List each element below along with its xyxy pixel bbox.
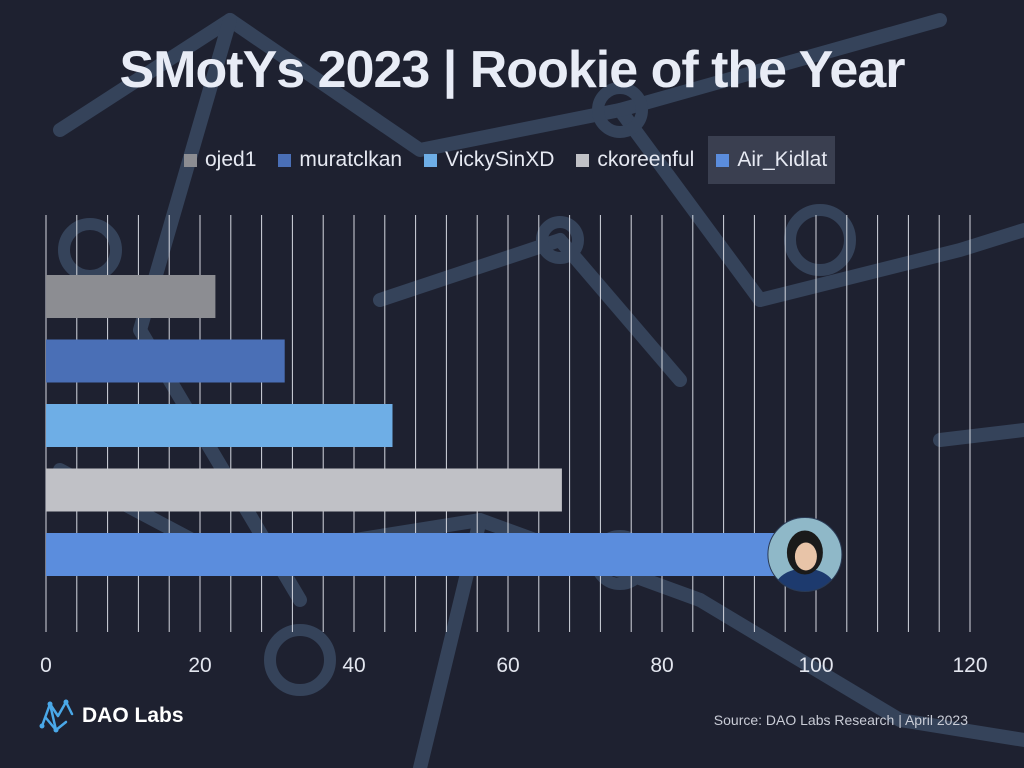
legend-item-muratclkan[interactable]: muratclkan	[270, 136, 410, 184]
legend-item-ckoreenful[interactable]: ckoreenful	[568, 136, 702, 184]
legend-label: VickySinXD	[445, 148, 555, 171]
x-tick-label: 120	[952, 654, 987, 677]
bar-air-kidlat[interactable]	[46, 533, 793, 576]
legend-label: ojed1	[205, 148, 257, 171]
winner-avatar	[767, 517, 843, 592]
bar-muratclkan[interactable]	[46, 339, 285, 383]
legend-item-air-kidlat[interactable]: Air_Kidlat	[708, 136, 836, 184]
legend-label: Air_Kidlat	[737, 148, 828, 171]
legend-swatch	[716, 153, 730, 167]
chart-title: SMotYs 2023 | Rookie of the Year	[119, 41, 906, 99]
legend-swatch	[278, 153, 292, 167]
legend-label: muratclkan	[299, 148, 403, 171]
dao-labs-logo-icon	[39, 699, 74, 733]
x-tick-label: 20	[188, 654, 211, 677]
bar-ojed1[interactable]	[46, 275, 216, 318]
legend-item-vickysinxd[interactable]: VickySinXD	[416, 136, 562, 184]
x-tick-label: 60	[496, 654, 519, 677]
legend-swatch	[184, 153, 197, 167]
source-note: Source: DAO Labs Research | April 2023	[713, 712, 968, 728]
legend-label: ckoreenful	[597, 148, 695, 171]
bar-vickysinxd[interactable]	[46, 404, 393, 447]
legend: ojed1 muratclkan VickySinXD ckoreenful A…	[176, 136, 841, 184]
legend-item-ojed1[interactable]: ojed1	[176, 136, 264, 184]
bar-ckoreenful[interactable]	[46, 468, 562, 512]
x-tick-label: 100	[798, 654, 833, 677]
x-tick-label: 40	[342, 654, 365, 677]
logo-text: DAO Labs	[82, 704, 184, 727]
x-tick-label: 0	[40, 654, 52, 677]
legend-swatch	[576, 153, 590, 167]
legend-swatch	[424, 153, 438, 167]
x-tick-label: 80	[650, 654, 673, 677]
dao-labs-logo: DAO Labs	[36, 696, 184, 736]
